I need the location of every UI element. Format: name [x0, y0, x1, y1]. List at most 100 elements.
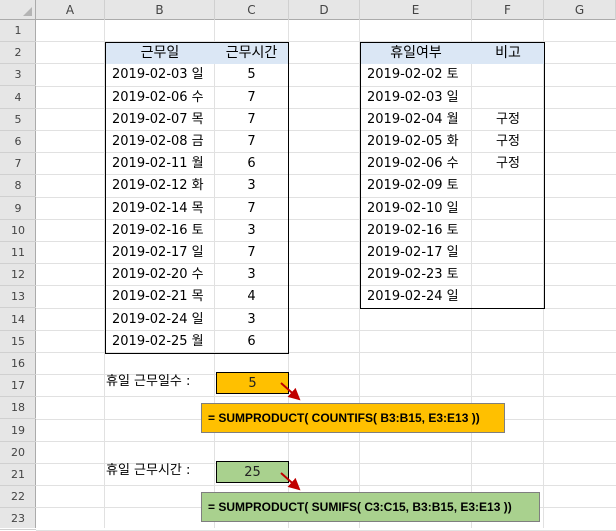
- work-table-value-cell[interactable]: 4: [247, 289, 256, 304]
- holiday-table-border: [360, 42, 545, 309]
- work-table-value-cell[interactable]: 3: [247, 312, 256, 327]
- work-table-value-cell[interactable]: 7: [247, 134, 256, 149]
- holiday-table-value-cell[interactable]: 구정: [496, 112, 520, 127]
- row-header-18[interactable]: 18: [0, 397, 36, 419]
- work-table-date-cell[interactable]: 2019-02-08 금: [112, 134, 204, 149]
- row-header-21[interactable]: 21: [0, 464, 36, 486]
- row-header-1[interactable]: 1: [0, 20, 36, 42]
- work-table-date-cell[interactable]: 2019-02-12 화: [112, 178, 204, 193]
- grid-hline: [36, 352, 616, 353]
- row-header-3[interactable]: 3: [0, 64, 36, 86]
- column-header-a[interactable]: A: [36, 0, 105, 20]
- row-header-12[interactable]: 12: [0, 264, 36, 286]
- row-header-19[interactable]: 19: [0, 420, 36, 442]
- grid-hline: [36, 330, 616, 331]
- work-table-date-cell[interactable]: 2019-02-25 월: [112, 334, 204, 349]
- row-header-8[interactable]: 8: [0, 175, 36, 197]
- holiday-table-value-cell[interactable]: 구정: [496, 134, 520, 149]
- grid-hline: [36, 86, 616, 87]
- holiday-hours-label[interactable]: 휴일 근무시간 :: [106, 463, 191, 478]
- grid-hline: [36, 108, 616, 109]
- row-header-23[interactable]: 23: [0, 508, 36, 530]
- row-header-22[interactable]: 22: [0, 486, 36, 508]
- work-table-date-cell[interactable]: 2019-02-11 월: [112, 156, 204, 171]
- work-table-value-cell[interactable]: 3: [247, 267, 256, 282]
- work-table-date-cell[interactable]: 2019-02-24 일: [112, 312, 204, 327]
- holiday-days-label[interactable]: 휴일 근무일수 :: [106, 374, 191, 389]
- row-header-17[interactable]: 17: [0, 375, 36, 397]
- work-table-date-cell[interactable]: 2019-02-03 일: [112, 67, 204, 82]
- work-table-date-cell[interactable]: 2019-02-06 수: [112, 90, 204, 105]
- work-table-value-cell[interactable]: 3: [247, 178, 256, 193]
- grid-vline: [543, 20, 544, 528]
- row-header-6[interactable]: 6: [0, 131, 36, 153]
- holiday-days-value[interactable]: 5: [216, 372, 289, 394]
- row-header-14[interactable]: 14: [0, 309, 36, 331]
- row-header-2[interactable]: 2: [0, 42, 36, 64]
- work-table-border: [105, 42, 289, 354]
- row-header-13[interactable]: 13: [0, 286, 36, 308]
- holiday-table-date-cell[interactable]: 2019-02-09 토: [367, 178, 459, 193]
- row-header-11[interactable]: 11: [0, 242, 36, 264]
- holiday-table-date-cell[interactable]: 2019-02-04 월: [367, 112, 459, 127]
- row-header-10[interactable]: 10: [0, 220, 36, 242]
- holiday-days-formula[interactable]: = SUMPRODUCT( COUNTIFS( B3:B15, E3:E13 )…: [201, 403, 505, 433]
- row-header-15[interactable]: 15: [0, 331, 36, 353]
- work-table-date-cell[interactable]: 2019-02-16 토: [112, 223, 204, 238]
- column-header-b[interactable]: B: [105, 0, 215, 20]
- row-header-4[interactable]: 4: [0, 87, 36, 109]
- holiday-hours-formula[interactable]: = SUMPRODUCT( SUMIFS( C3:C15, B3:B15, E3…: [201, 492, 540, 522]
- work-table-value-cell[interactable]: 6: [247, 334, 256, 349]
- column-header-g[interactable]: G: [544, 0, 616, 20]
- column-header-f[interactable]: F: [472, 0, 544, 20]
- holiday-table-header-2[interactable]: 비고: [495, 45, 521, 61]
- work-table-value-cell[interactable]: 6: [247, 156, 256, 171]
- work-table-value-cell[interactable]: 7: [247, 245, 256, 260]
- grid-hline: [36, 41, 616, 42]
- grid-hline: [36, 374, 616, 375]
- holiday-table-date-cell[interactable]: 2019-02-24 일: [367, 289, 459, 304]
- work-table-date-cell[interactable]: 2019-02-20 수: [112, 267, 204, 282]
- column-header-d[interactable]: D: [289, 0, 360, 20]
- grid-hline: [36, 485, 616, 486]
- holiday-hours-value[interactable]: 25: [216, 461, 289, 483]
- row-header-5[interactable]: 5: [0, 109, 36, 131]
- row-header-20[interactable]: 20: [0, 442, 36, 464]
- holiday-table-date-cell[interactable]: 2019-02-03 일: [367, 90, 459, 105]
- work-table-header-1[interactable]: 근무일: [140, 45, 180, 61]
- column-header-c[interactable]: C: [215, 0, 289, 20]
- select-all-corner[interactable]: [0, 0, 36, 20]
- work-table-value-cell[interactable]: 7: [247, 90, 256, 105]
- holiday-table-date-cell[interactable]: 2019-02-23 토: [367, 267, 459, 282]
- holiday-table-value-cell[interactable]: 구정: [496, 156, 520, 171]
- row-header-7[interactable]: 7: [0, 153, 36, 175]
- holiday-table-date-cell[interactable]: 2019-02-02 토: [367, 67, 459, 82]
- grid-vline: [359, 20, 360, 528]
- work-table-header-2[interactable]: 근무시간: [225, 45, 278, 61]
- grid-hline: [36, 130, 616, 131]
- work-table-value-cell[interactable]: 5: [247, 67, 256, 82]
- work-table-value-cell[interactable]: 7: [247, 201, 256, 216]
- grid-hline: [36, 285, 616, 286]
- work-table-value-cell[interactable]: 3: [247, 223, 256, 238]
- work-table-date-cell[interactable]: 2019-02-07 목: [112, 112, 204, 127]
- work-table-date-cell[interactable]: 2019-02-17 일: [112, 245, 204, 260]
- holiday-table-date-cell[interactable]: 2019-02-06 수: [367, 156, 459, 171]
- grid-hline: [36, 441, 616, 442]
- holiday-table-header-1[interactable]: 휴일여부: [390, 45, 442, 61]
- work-table-date-cell[interactable]: 2019-02-21 목: [112, 289, 204, 304]
- holiday-table-date-cell[interactable]: 2019-02-17 일: [367, 245, 459, 260]
- holiday-table-date-cell[interactable]: 2019-02-16 토: [367, 223, 459, 238]
- work-table-date-cell[interactable]: 2019-02-14 목: [112, 201, 204, 216]
- grid-vline: [104, 20, 105, 528]
- column-header-e[interactable]: E: [360, 0, 472, 20]
- grid-hline: [36, 152, 616, 153]
- holiday-table-date-cell[interactable]: 2019-02-10 일: [367, 201, 459, 216]
- work-table-value-cell[interactable]: 7: [247, 112, 256, 127]
- row-header-9[interactable]: 9: [0, 198, 36, 220]
- row-header-bar[interactable]: 1 2 3 4 5 6 7 8 9 10 11 12 13 14 15 16 17 18 19 20 21 22 23: [0, 0, 36, 530]
- holiday-table-date-cell[interactable]: 2019-02-05 화: [367, 134, 459, 149]
- row-header-16[interactable]: 16: [0, 353, 36, 375]
